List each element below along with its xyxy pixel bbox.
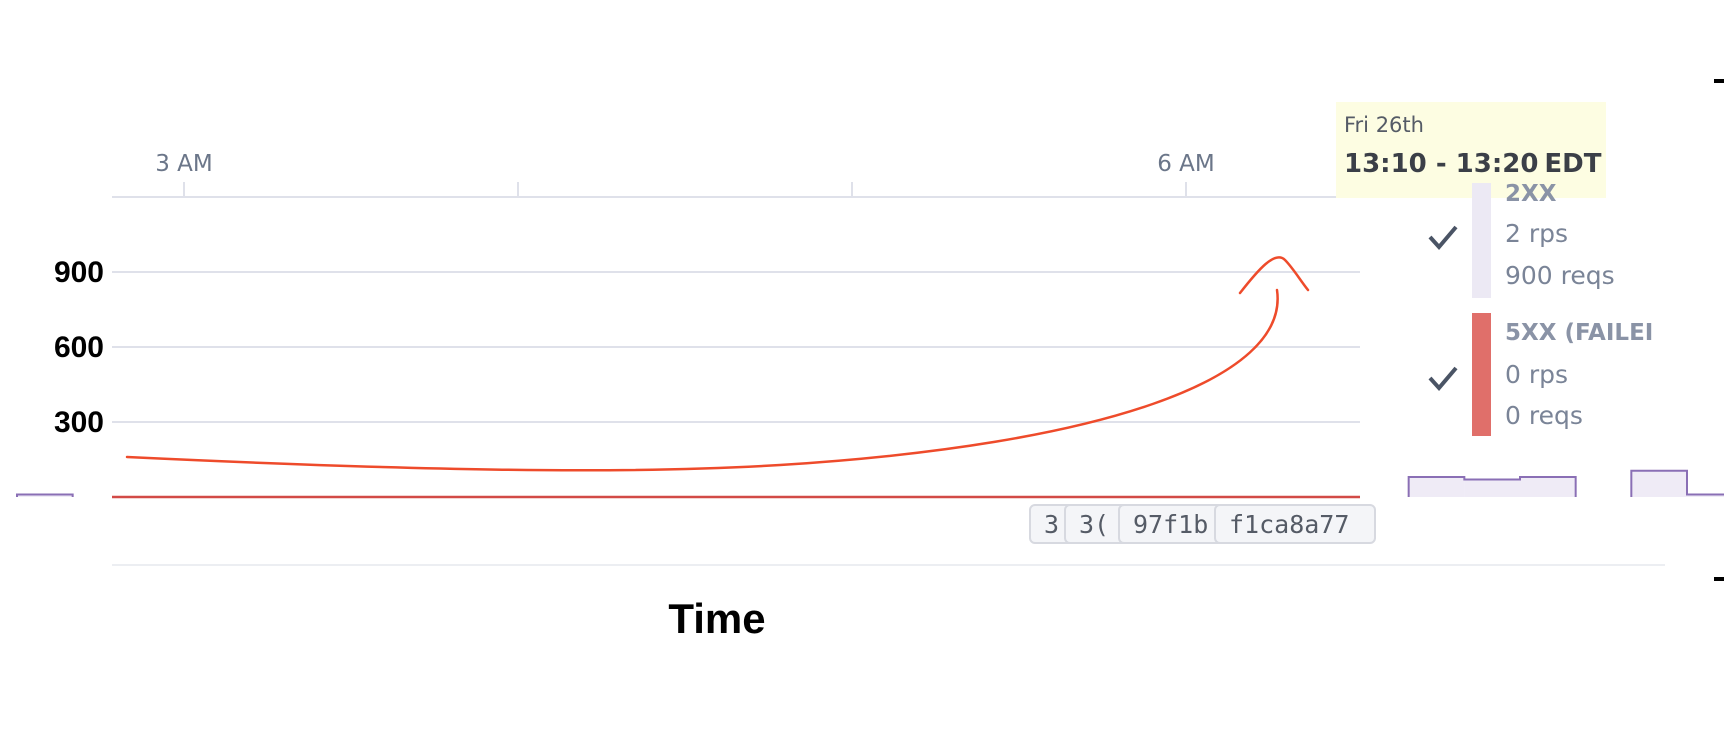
release-box bbox=[1214, 504, 1376, 544]
legend-title: 2XX bbox=[1505, 181, 1557, 207]
right-edge-mark bbox=[1714, 577, 1724, 581]
x-axis: 3 AM6 AM9 AM12 PM bbox=[155, 151, 1215, 197]
area-bin[interactable] bbox=[1408, 477, 1465, 497]
legend-reqs: 900 reqs bbox=[1505, 261, 1615, 290]
y-axis: 900 600 300 bbox=[54, 256, 104, 439]
annotation-arrow bbox=[125, 288, 1279, 472]
legend-reqs: 0 reqs bbox=[1505, 401, 1583, 430]
release-marker[interactable]: f1ca8a77 bbox=[1214, 504, 1376, 544]
area-bin[interactable] bbox=[1520, 477, 1576, 497]
y-tick-label: 300 bbox=[54, 406, 104, 439]
grid bbox=[112, 196, 1665, 566]
tooltip-date: Fri 26th bbox=[1344, 113, 1424, 137]
release-label: 3( bbox=[1079, 510, 1109, 539]
release-label: 97f1b bbox=[1133, 510, 1208, 539]
area-bin[interactable] bbox=[1687, 494, 1724, 498]
release-markers[interactable]: 3! 3(97f1b f1ca8a77 bbox=[1029, 504, 1376, 544]
tooltip-time-range: 13:10 - 13:20 bbox=[1344, 149, 1538, 179]
checkmark-icon[interactable] bbox=[1428, 366, 1458, 392]
area-bin[interactable] bbox=[1464, 479, 1520, 498]
right-edge-mark bbox=[1714, 79, 1724, 83]
checkmark-icon[interactable] bbox=[1428, 225, 1458, 251]
x-tick-label: 3 AM bbox=[155, 151, 213, 177]
legend-title: 5XX (FAILEI bbox=[1505, 320, 1653, 346]
legend-item[interactable]: 2XX 2 rps 900 reqs bbox=[1428, 181, 1615, 298]
legend-item[interactable]: 5XX (FAILEI 0 rps 0 reqs bbox=[1428, 313, 1653, 436]
area-bin[interactable] bbox=[17, 494, 73, 498]
hover-tooltip: Fri 26th 13:10 - 13:20 EDT bbox=[1336, 102, 1606, 198]
series-5xx[interactable] bbox=[112, 491, 1724, 503]
legend-rps: 2 rps bbox=[1505, 219, 1568, 248]
y-tick-label: 600 bbox=[54, 331, 104, 364]
annotation-arrowhead bbox=[1238, 256, 1310, 295]
legend-swatch bbox=[1472, 313, 1491, 436]
tooltip-timezone: EDT bbox=[1544, 149, 1601, 179]
series-2xx[interactable] bbox=[16, 102, 1724, 498]
release-label: f1ca8a77 bbox=[1229, 510, 1349, 539]
area-bin[interactable] bbox=[1631, 470, 1687, 497]
annotation bbox=[125, 256, 1310, 472]
legend: 2XX 2 rps 900 reqs 5XX (FAILEI 0 rps 0 reqs bbox=[1428, 181, 1653, 436]
y-tick-label: 900 bbox=[54, 256, 104, 289]
release-marker[interactable]: 97f1b bbox=[1118, 504, 1224, 544]
tooltip-range: 13:10 - 13:20 EDT bbox=[1344, 149, 1602, 179]
x-tick-label: 6 AM bbox=[1157, 151, 1215, 177]
series-line[interactable] bbox=[16, 272, 1724, 497]
legend-rps: 0 rps bbox=[1505, 360, 1568, 389]
legend-swatch bbox=[1472, 183, 1491, 298]
x-axis-title: Time bbox=[668, 595, 765, 642]
